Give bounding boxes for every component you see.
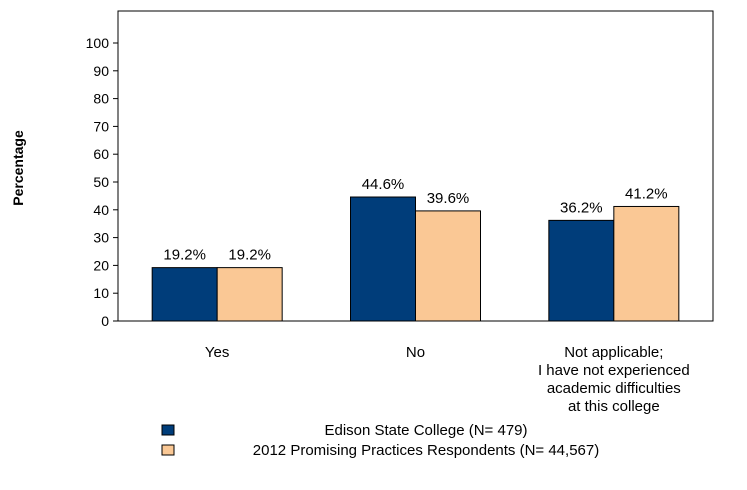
bar bbox=[416, 211, 481, 321]
bar bbox=[152, 268, 217, 321]
y-tick-label: 20 bbox=[93, 257, 109, 273]
bar bbox=[351, 197, 416, 321]
x-category-label: at this college bbox=[568, 398, 660, 415]
data-label: 19.2% bbox=[228, 247, 271, 264]
data-label: 41.2% bbox=[625, 185, 668, 202]
y-tick-label: 90 bbox=[93, 63, 109, 79]
y-tick-label: 40 bbox=[93, 202, 109, 218]
y-tick-label: 0 bbox=[101, 313, 109, 329]
legend-swatch bbox=[162, 445, 174, 455]
bar bbox=[217, 268, 282, 321]
y-tick-label: 30 bbox=[93, 230, 109, 246]
y-axis-label: Percentage bbox=[10, 130, 26, 206]
legend-label: Edison State College (N= 479) bbox=[324, 422, 527, 439]
data-label: 44.6% bbox=[362, 176, 405, 193]
x-axis-categories: Yes No Not applicable;I have not experienc… bbox=[205, 344, 690, 415]
x-category-label: academic difficulties bbox=[547, 380, 681, 397]
legend-label: 2012 Promising Practices Respondents (N=… bbox=[253, 442, 599, 459]
y-tick-label: 10 bbox=[93, 285, 109, 301]
y-tick-label: 50 bbox=[93, 174, 109, 190]
bar bbox=[549, 220, 614, 321]
bars: 19.2% 19.2% 44.6% 39.6% 36.2% 41.2% bbox=[152, 176, 679, 321]
y-tick-label: 60 bbox=[93, 146, 109, 162]
data-label: 19.2% bbox=[163, 247, 206, 264]
x-category-label: Yes bbox=[205, 344, 229, 361]
y-tick-label: 100 bbox=[86, 35, 110, 51]
legend-swatch bbox=[162, 425, 174, 435]
y-tick-label: 70 bbox=[93, 118, 109, 134]
data-label: 36.2% bbox=[560, 199, 603, 216]
x-category-label: Not applicable; bbox=[564, 344, 663, 361]
legend: Edison State College (N= 479) 2012 Promis… bbox=[162, 422, 599, 459]
data-label: 39.6% bbox=[427, 190, 470, 207]
x-category-label: No bbox=[406, 344, 425, 361]
y-axis: 0 10 20 30 40 50 60 70 80 90 100 bbox=[86, 35, 118, 329]
y-tick-label: 80 bbox=[93, 91, 109, 107]
bar bbox=[614, 206, 679, 321]
x-category-label: I have not experienced bbox=[538, 362, 690, 379]
